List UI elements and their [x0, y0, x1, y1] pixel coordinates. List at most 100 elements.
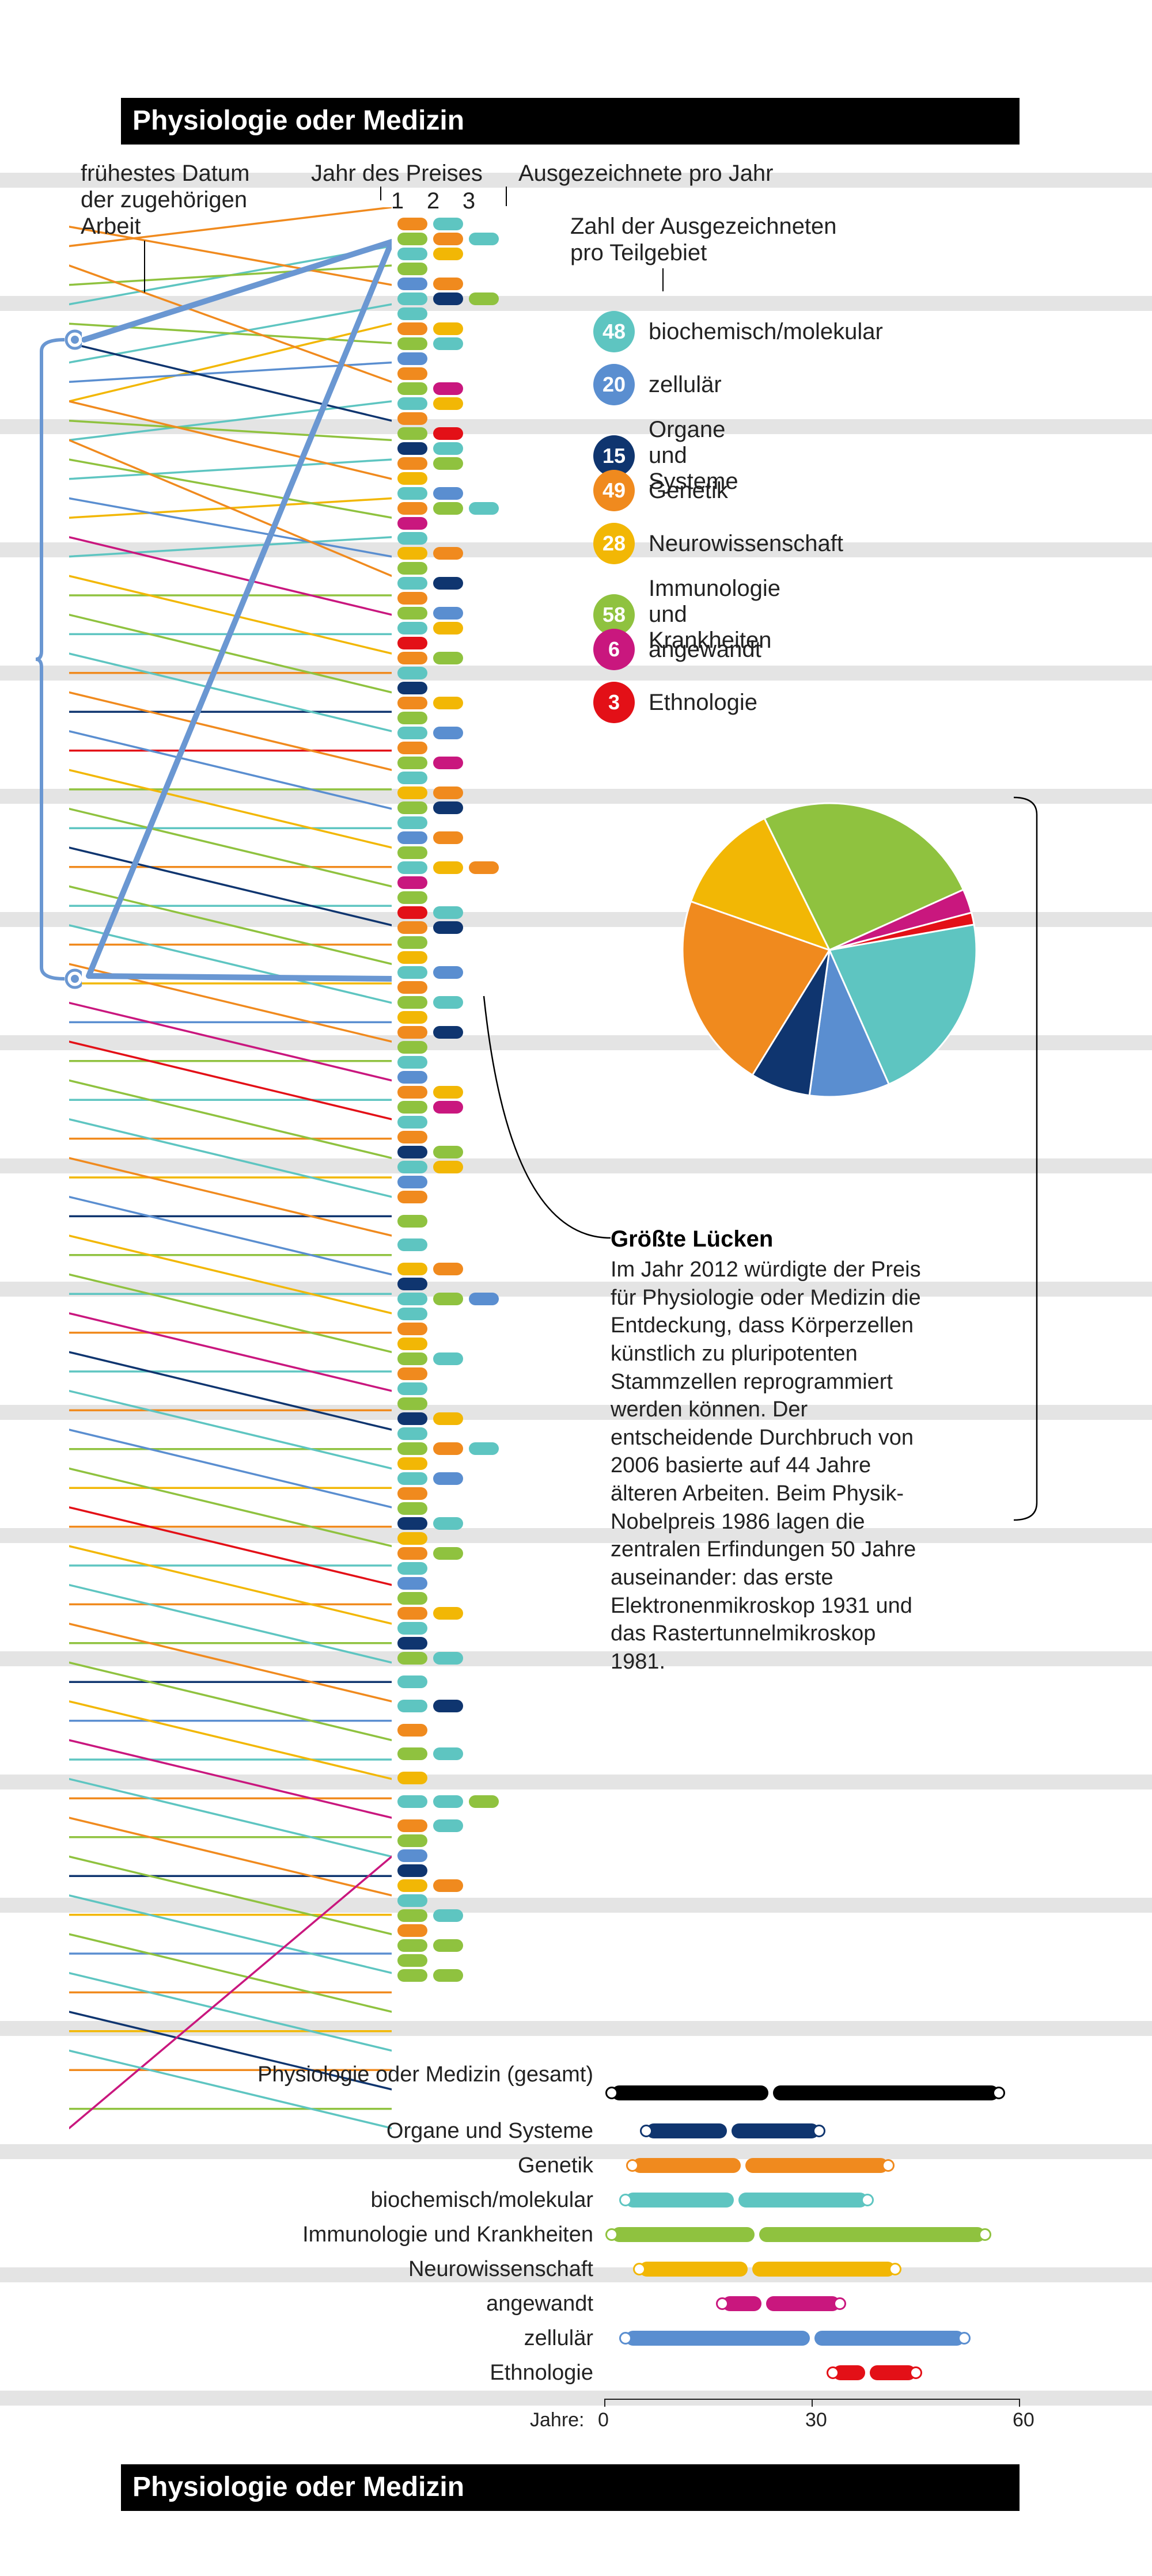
label-year-of-prize: Jahr des Preises: [311, 160, 483, 187]
range-end-dot: [605, 2087, 618, 2099]
range-bar-segment: [639, 2262, 748, 2277]
range-bar-segment: [738, 2193, 867, 2208]
laureate-pill: [433, 292, 463, 305]
laureate-pill: [397, 1637, 427, 1650]
legend-item: 49Genetik: [593, 470, 728, 511]
laureate-pill: [469, 1795, 499, 1808]
laureate-pill: [469, 1293, 499, 1305]
legend-label: biochemisch/molekular: [649, 319, 883, 345]
laureate-pill: [433, 1086, 463, 1099]
range-bar-segment: [612, 2227, 755, 2242]
legend-badge: 6: [593, 629, 635, 670]
range-end-dot: [619, 2332, 632, 2345]
laureate-pill: [397, 1238, 427, 1251]
legend-label: angewandt: [649, 637, 761, 663]
laureate-pill: [397, 906, 427, 919]
laureate-pill: [397, 1894, 427, 1907]
leader-tick: [380, 187, 381, 200]
laureate-pill: [397, 607, 427, 620]
annotation-title: Größte Lücken: [611, 1226, 933, 1252]
label-earliest-date: frühestes Datumder zugehörigenArbeit: [81, 160, 249, 240]
laureate-pill: [397, 292, 427, 305]
laureate-pill: [397, 1056, 427, 1069]
range-bar-segment: [632, 2158, 741, 2173]
laureate-pill: [433, 487, 463, 500]
laureate-pill: [433, 1293, 463, 1305]
range-end-dot: [619, 2194, 632, 2206]
laureate-pill: [397, 1954, 427, 1967]
laureate-pill: [433, 1442, 463, 1455]
laureate-pill: [397, 1215, 427, 1228]
legend-label: Ethnologie: [649, 690, 757, 716]
laureate-pill: [397, 652, 427, 664]
legend-badge: 49: [593, 470, 635, 511]
range-bar-segment: [773, 2085, 999, 2100]
laureate-pill: [397, 966, 427, 979]
range-end-dot: [979, 2228, 991, 2241]
laureate-pill: [397, 1772, 427, 1784]
laureate-pill: [397, 1909, 427, 1922]
laureate-pill: [433, 1969, 463, 1982]
legend-badge: 48: [593, 311, 635, 352]
laureate-pill: [397, 1412, 427, 1425]
range-end-dot: [827, 2366, 839, 2379]
laureate-pill: [397, 397, 427, 410]
legend-item: 6 angewandt: [593, 629, 761, 670]
discovery-to-prize-lines: [69, 207, 392, 2148]
laureate-pill: [397, 831, 427, 844]
laureate-pill: [397, 1146, 427, 1158]
range-end-dot: [889, 2263, 901, 2275]
laureate-pill: [397, 1747, 427, 1760]
laureate-pill: [433, 278, 463, 290]
column-number: 1: [386, 188, 409, 214]
laureate-pill: [397, 816, 427, 829]
laureate-pill: [433, 921, 463, 934]
annotation-largest-gaps: Größte Lücken Im Jahr 2012 würdigte der …: [611, 1226, 933, 1675]
laureate-pill: [397, 1834, 427, 1847]
laureate-pill: [433, 427, 463, 440]
laureate-pill: [433, 1939, 463, 1952]
range-row-label: Physiologie oder Medizin (gesamt): [190, 2062, 593, 2087]
laureate-pill: [397, 622, 427, 634]
laureate-pill: [397, 981, 427, 994]
range-bar-segment: [759, 2227, 985, 2242]
laureate-pill: [433, 1161, 463, 1173]
laureate-pill: [397, 951, 427, 964]
laureate-pill: [397, 846, 427, 859]
laureate-pill: [469, 502, 499, 515]
category-pie-chart: [677, 797, 982, 1103]
range-bar-segment: [766, 2296, 840, 2311]
right-bracket: [1014, 792, 1048, 1526]
annotation-body: Im Jahr 2012 würdigte der Preis für Phys…: [611, 1256, 933, 1675]
laureate-pill: [433, 233, 463, 245]
label-laureates-per-year: Ausgezeichnete pro Jahr: [518, 160, 774, 187]
laureate-pill: [433, 1101, 463, 1114]
laureate-pill: [433, 457, 463, 470]
laureate-pill: [397, 457, 427, 470]
leader-tick: [144, 241, 145, 292]
laureate-pill: [397, 1427, 427, 1440]
laureate-pill: [397, 278, 427, 290]
range-end-dot: [833, 2297, 846, 2310]
laureate-pill: [397, 1517, 427, 1530]
column-number: 3: [457, 188, 480, 214]
laureate-pill: [433, 1909, 463, 1922]
laureate-pill: [433, 322, 463, 335]
laureate-pill: [433, 801, 463, 814]
range-end-dot: [861, 2194, 874, 2206]
range-end-dot: [992, 2087, 1005, 2099]
laureate-pill: [397, 742, 427, 754]
range-bar-segment: [814, 2331, 964, 2346]
laureate-pill: [397, 787, 427, 799]
laureate-pill: [397, 1472, 427, 1485]
legend-item: 48 biochemisch/molekular: [593, 311, 883, 352]
laureate-pill: [397, 637, 427, 649]
laureate-pill: [433, 1352, 463, 1365]
laureate-pill: [397, 1191, 427, 1203]
laureate-pill: [397, 412, 427, 425]
section-title-bottom: Physiologie oder Medizin: [121, 2464, 1020, 2511]
laureate-pill: [397, 1338, 427, 1350]
range-row-label: Neurowissenschaft: [190, 2257, 593, 2282]
laureate-pill: [397, 1116, 427, 1129]
laureate-pill: [433, 787, 463, 799]
